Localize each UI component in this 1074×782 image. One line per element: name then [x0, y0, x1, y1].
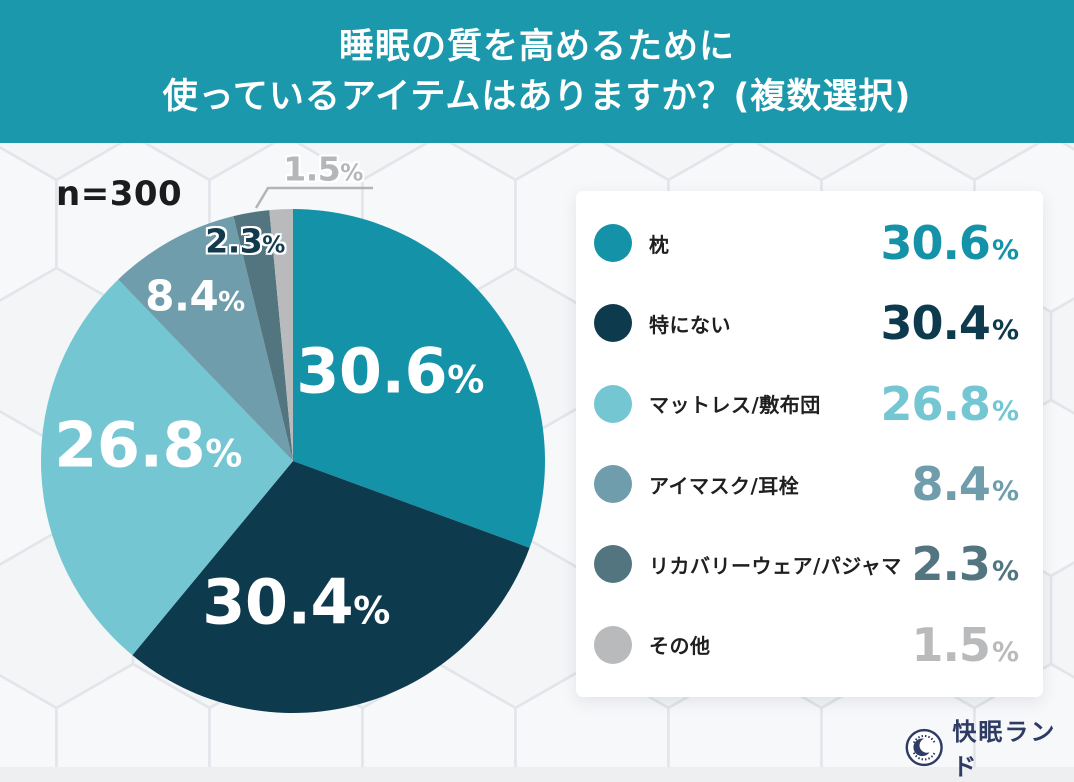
pie-slice-1 — [132, 461, 530, 713]
sample-size-label: n=300 — [56, 174, 183, 214]
percent-sign: % — [991, 315, 1019, 347]
legend-value: 1.5% — [911, 617, 1019, 672]
legend-value: 30.6% — [880, 216, 1019, 271]
pie-slice-5 — [269, 209, 293, 461]
pie-label-other: 1.5% — [283, 150, 363, 189]
crescent-moon-badge-icon — [905, 728, 943, 766]
pie-value: 1.5 — [283, 149, 341, 189]
percent-sign: % — [340, 160, 363, 187]
callout-line-other-slice — [254, 186, 373, 209]
legend-swatch — [594, 625, 632, 664]
legend-label: アイマスク/耳栓 — [649, 473, 800, 498]
title-banner: 睡眠の質を高めるために 使っているアイテムはありますか？(複数選択) — [0, 0, 1074, 143]
pie-label-mattress: 26.8% — [54, 409, 242, 482]
legend-label: マットレス/敷布団 — [649, 393, 821, 418]
pie-slice-4 — [233, 210, 293, 461]
pie-slice-0 — [293, 209, 545, 548]
legend-value-number: 8.4 — [911, 457, 990, 512]
legend-value: 30.4% — [880, 296, 1019, 351]
percent-sign: % — [991, 476, 1019, 508]
percent-sign: % — [353, 589, 390, 633]
legend-swatch — [594, 384, 632, 423]
legend-value-number: 1.5 — [911, 617, 990, 672]
pie-value: 8.4 — [145, 271, 219, 321]
legend-swatch — [594, 304, 632, 343]
pie-value: 2.3 — [205, 221, 263, 261]
legend-item-eyemask: アイマスク/耳栓 8.4% — [594, 445, 1019, 524]
legend-value-number: 2.3 — [911, 537, 990, 592]
legend-value: 8.4% — [911, 457, 1019, 512]
legend-value: 26.8% — [880, 376, 1019, 431]
legend-item-pillow: 枕 30.6% — [594, 204, 1019, 283]
brand-footer: 快眠ランド — [905, 712, 1074, 782]
percent-sign: % — [218, 286, 245, 318]
legend-value: 2.3% — [911, 537, 1019, 592]
legend-label: 枕 — [649, 232, 670, 257]
percent-sign: % — [447, 358, 484, 402]
percent-sign: % — [991, 636, 1019, 668]
percent-sign: % — [205, 432, 242, 476]
pie-value: 30.4 — [202, 565, 354, 639]
percent-sign: % — [991, 395, 1019, 427]
pie-label-none: 30.4% — [202, 566, 390, 639]
pie-slice-3 — [118, 216, 293, 461]
legend-swatch — [594, 224, 632, 263]
legend-value-number: 30.6 — [880, 216, 990, 271]
pie-slices — [41, 209, 545, 713]
legend-item-recovery-wear: リカバリーウェア/パジャマ 2.3% — [594, 525, 1019, 604]
legend-value-number: 30.4 — [880, 296, 990, 351]
legend-label: 特にない — [649, 312, 731, 337]
pie-label-recovery-wear: 2.3% — [205, 222, 285, 261]
survey-question-line2: 使っているアイテムはありますか？(複数選択) — [162, 76, 912, 117]
survey-question-line1: 睡眠の質を高めるために — [338, 26, 735, 67]
percent-sign: % — [262, 232, 285, 259]
legend-item-none: 特にない 30.4% — [594, 284, 1019, 363]
legend-swatch — [594, 465, 632, 504]
legend-label: リカバリーウェア/パジャマ — [649, 553, 902, 578]
pie-label-pillow: 30.6% — [296, 335, 484, 408]
legend-swatch — [594, 545, 632, 584]
pie-label-eyemask: 8.4% — [145, 271, 245, 321]
legend-item-mattress: マットレス/敷布団 26.8% — [594, 364, 1019, 443]
legend-panel: 枕 30.6% 特にない 30.4% マットレス/敷布団 26.8% アイマスク… — [576, 191, 1043, 697]
pie-slice-2 — [41, 279, 294, 656]
legend-label: その他 — [649, 634, 711, 659]
percent-sign: % — [991, 556, 1019, 588]
percent-sign: % — [991, 235, 1019, 267]
pie-value: 30.6 — [296, 334, 448, 408]
pie-value: 26.8 — [54, 408, 206, 482]
legend-item-other: その他 1.5% — [594, 605, 1019, 684]
legend-value-number: 26.8 — [880, 376, 990, 431]
brand-name: 快眠ランド — [952, 718, 1057, 781]
